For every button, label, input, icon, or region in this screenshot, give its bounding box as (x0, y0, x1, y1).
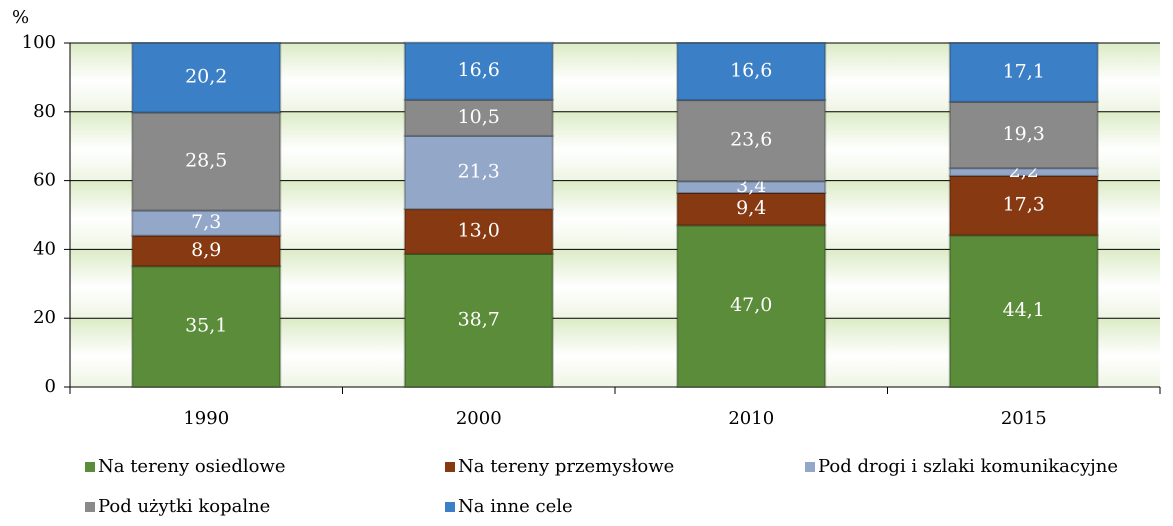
value-label: 16,6 (458, 59, 500, 81)
legend-label: Na tereny przemysłowe (458, 456, 674, 477)
value-label: 8,9 (191, 239, 221, 261)
value-label: 9,4 (736, 197, 766, 219)
value-label: 20,2 (185, 66, 227, 88)
y-tick-label: 0 (45, 376, 56, 397)
value-label: 16,6 (730, 60, 772, 82)
bar-segment (403, 98, 554, 137)
value-label: 38,7 (458, 308, 500, 330)
bar-segment (403, 208, 554, 255)
value-label: 19,3 (1003, 123, 1045, 145)
bar-segment (676, 224, 827, 388)
bar-segment (403, 41, 554, 101)
value-label: 17,1 (1003, 60, 1045, 82)
bar-segment (948, 100, 1099, 170)
y-tick-label: 100 (22, 32, 56, 53)
bar-segment (131, 111, 282, 212)
legend-label: Na inne cele (458, 496, 573, 517)
x-tick-label: 2015 (1001, 408, 1047, 429)
legend-swatch (445, 462, 455, 472)
value-label: 47,0 (730, 294, 772, 316)
value-label: 21,3 (458, 161, 500, 183)
y-tick-label: 60 (33, 170, 56, 191)
bar-segment (676, 99, 827, 183)
bar-segment (676, 191, 827, 227)
bar-segment (676, 42, 827, 102)
bar-segment (948, 42, 1099, 103)
bar-segment (131, 209, 282, 237)
x-tick-label: 2010 (728, 408, 774, 429)
legend-swatch (445, 502, 455, 512)
bar-segment (948, 174, 1099, 237)
value-label: 28,5 (185, 150, 227, 172)
legend-label: Na tereny osiedlowe (98, 456, 286, 477)
legend-swatch (805, 462, 815, 472)
value-label: 23,6 (730, 129, 772, 151)
value-label: 17,3 (1003, 194, 1045, 216)
legend-label: Pod drogi i szlaki komunikacyjne (818, 456, 1118, 477)
bar-segment (131, 42, 282, 114)
legend-swatch (85, 502, 95, 512)
value-label: 35,1 (185, 315, 227, 337)
bar-segment (131, 234, 282, 268)
legend-label: Pod użytki kopalne (98, 496, 270, 517)
bar-segment (403, 252, 554, 388)
x-tick-label: 1990 (183, 408, 229, 429)
value-label: 7,3 (191, 211, 221, 233)
value-label: 44,1 (1003, 299, 1045, 321)
y-tick-label: 40 (33, 238, 56, 259)
x-tick-label: 2000 (456, 408, 502, 429)
value-label: 13,0 (458, 220, 500, 242)
legend-swatch (85, 462, 95, 472)
value-label: 10,5 (458, 106, 500, 128)
y-axis-label: % (12, 7, 29, 28)
bar-segment (948, 234, 1099, 388)
y-tick-label: 80 (33, 101, 56, 122)
y-tick-label: 20 (33, 307, 56, 328)
